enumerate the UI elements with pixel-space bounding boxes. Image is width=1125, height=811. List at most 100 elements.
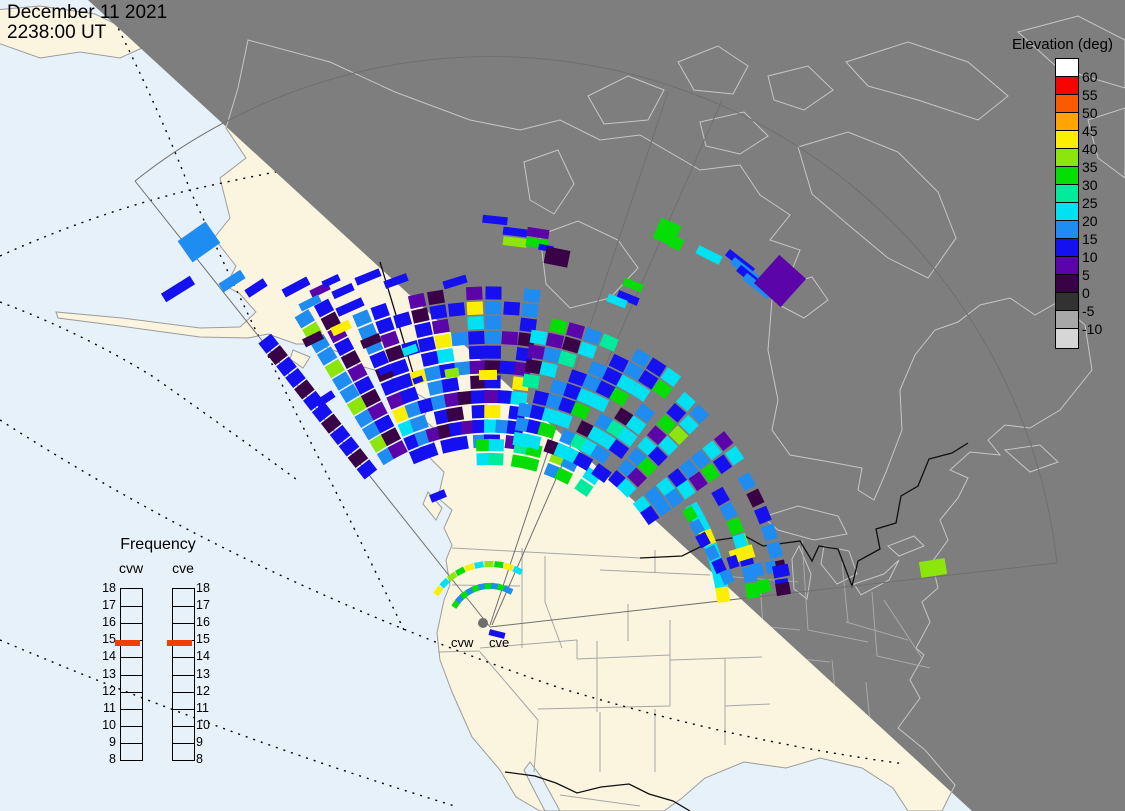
echo-tile <box>302 321 323 341</box>
echo-tile <box>660 367 682 388</box>
echo-tile <box>554 467 573 485</box>
frequency-tick-label: 8 <box>196 752 203 766</box>
echo-tile <box>334 337 355 357</box>
radar-site-label-cvw: cvw <box>451 635 474 650</box>
echo-tile <box>399 386 420 405</box>
echo-tile <box>484 330 502 344</box>
echo-tile <box>401 343 419 357</box>
echo-tile <box>450 435 469 452</box>
day-landmass <box>0 5 1125 811</box>
echo-tile <box>471 404 489 419</box>
elevation-legend-title: Elevation (deg) <box>1012 36 1113 53</box>
echo-tile <box>625 415 647 436</box>
echo-tile <box>276 356 297 377</box>
echo-tile <box>502 226 528 238</box>
echo-tile <box>380 377 401 396</box>
echo-tile <box>331 371 353 391</box>
echo-tile <box>760 523 778 542</box>
echo-tile <box>466 286 483 301</box>
echo-tile <box>549 379 569 397</box>
echo-tile <box>420 350 440 367</box>
frequency-rung <box>121 691 142 693</box>
frequency-tick-label: 12 <box>102 683 116 698</box>
echo-tile <box>294 309 316 329</box>
echo-tile <box>688 471 708 492</box>
echo-tile <box>160 275 196 303</box>
echo-tile <box>360 388 381 408</box>
echo-tile <box>339 383 360 404</box>
echo-tile <box>622 277 644 293</box>
echo-tile <box>566 322 585 340</box>
echo-tile <box>474 561 485 569</box>
echo-tile <box>918 558 948 578</box>
echo-tile <box>457 390 475 406</box>
echo-tile <box>753 254 807 308</box>
echo-tile <box>455 566 466 577</box>
echo-tile <box>700 462 721 483</box>
frequency-tick-label: 17 <box>102 598 116 613</box>
echo-tile <box>470 390 488 404</box>
echo-tile <box>675 391 696 412</box>
echo-tile <box>582 466 602 486</box>
echo-tile <box>311 402 333 423</box>
frequency-rung <box>173 708 194 710</box>
echo-tile <box>501 331 519 346</box>
echo-tile <box>347 362 368 382</box>
echo-tile <box>412 375 424 385</box>
echo-tile <box>309 334 331 354</box>
echo-tile <box>354 375 375 395</box>
echo-tile <box>446 571 458 582</box>
echo-tile <box>484 390 501 404</box>
echo-tile <box>475 438 492 452</box>
latitude-longitude-graticule <box>0 0 906 808</box>
radar-echo-layer <box>160 214 948 639</box>
echo-tile <box>387 440 408 460</box>
echo-tile <box>466 301 484 316</box>
echo-tile <box>521 456 540 472</box>
echo-tile <box>346 396 368 416</box>
frequency-rung <box>121 742 142 744</box>
elevation-legend: Elevation (deg) 60 55 50 45 40 35 30 25 20 15 10 5 0… <box>1000 36 1125 366</box>
echo-tile <box>352 309 373 328</box>
echo-tile <box>756 578 772 594</box>
frequency-rung <box>173 623 194 625</box>
frequency-tick-label: 8 <box>109 752 116 766</box>
elevation-tick-label: 45 <box>1082 123 1098 139</box>
elevation-tick-label: 10 <box>1082 249 1098 265</box>
echo-tile <box>521 302 539 318</box>
elevation-tick-label: 40 <box>1082 141 1098 157</box>
echo-tile <box>647 446 668 467</box>
echo-tile <box>658 435 679 456</box>
echo-tile <box>589 393 610 413</box>
echo-tile <box>572 451 594 471</box>
echo-tile <box>393 311 413 329</box>
echo-tile <box>749 562 765 578</box>
echo-tile <box>599 333 619 352</box>
echo-tile <box>484 560 494 568</box>
echo-tile <box>719 568 735 586</box>
echo-tile <box>484 404 501 418</box>
echo-tile <box>356 459 378 480</box>
frequency-ladder-cve <box>172 588 195 761</box>
echo-tile <box>616 478 637 498</box>
echo-tile <box>608 439 630 460</box>
echo-tile <box>294 379 315 400</box>
radar-site-label-cve: cve <box>489 635 510 650</box>
echo-tile <box>385 344 405 363</box>
echo-tile <box>430 394 449 411</box>
echo-tile <box>713 431 734 452</box>
echo-tile <box>549 318 568 335</box>
echo-tile <box>609 387 630 407</box>
echo-tile <box>375 316 395 335</box>
echo-tile <box>689 518 705 536</box>
echo-tile <box>488 452 504 466</box>
echo-tile <box>570 401 591 420</box>
echo-tile <box>485 286 502 300</box>
echo-tile <box>360 332 382 350</box>
echo-tile <box>354 408 375 428</box>
echo-tile <box>553 411 573 429</box>
gulf-of-california <box>523 761 561 811</box>
echo-tile <box>651 379 673 400</box>
echo-tile <box>522 373 541 389</box>
echo-tile <box>679 458 699 479</box>
